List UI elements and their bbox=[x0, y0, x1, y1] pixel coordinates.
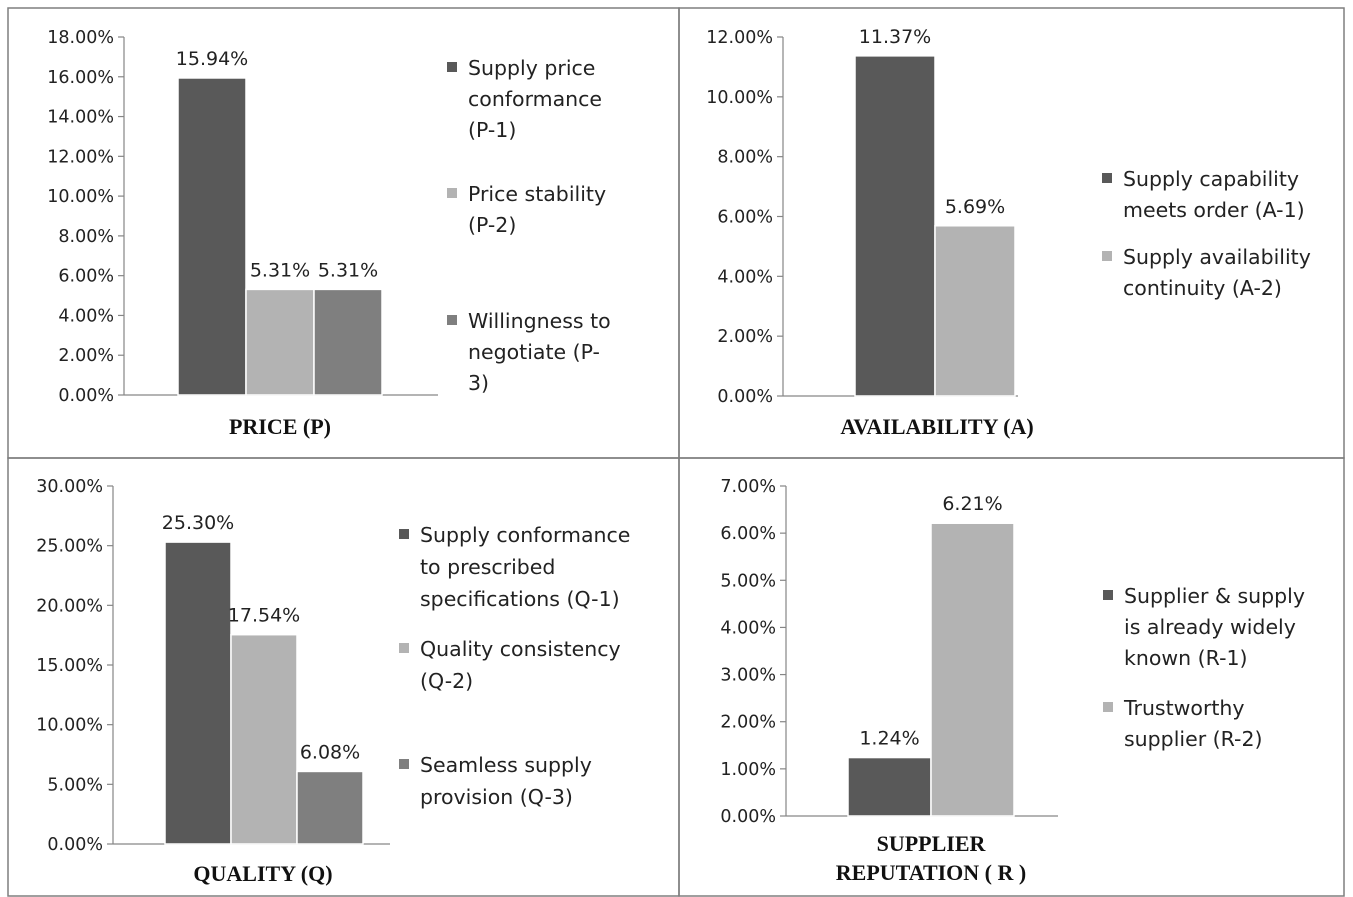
availability-y-tick-label: 4.00% bbox=[717, 267, 773, 287]
reputation-x-title: REPUTATION ( R ) bbox=[836, 860, 1026, 885]
availability-y-tick-label: 6.00% bbox=[717, 208, 773, 228]
price-y-tick-label: 12.00% bbox=[47, 147, 114, 167]
availability-legend-text-1: meets order (A-1) bbox=[1123, 198, 1305, 222]
price-y-tick-label: 14.00% bbox=[47, 108, 114, 128]
availability-y-tick-label: 10.00% bbox=[706, 88, 773, 108]
price-legend-text-1: Supply price bbox=[468, 56, 595, 80]
reputation-bar-2 bbox=[930, 522, 1015, 817]
availability-legend-text-1: Supply capability bbox=[1123, 167, 1299, 191]
price-bar-2 bbox=[245, 288, 315, 396]
quality-x-title: QUALITY (Q) bbox=[193, 861, 332, 886]
quality-legend-text-1: Supply conformance bbox=[420, 523, 630, 547]
availability-legend-text-2: Supply availability bbox=[1123, 245, 1311, 269]
reputation-legend-swatch-2 bbox=[1103, 702, 1113, 712]
availability-x-title: AVAILABILITY (A) bbox=[840, 414, 1033, 439]
quality-legend-text-1: specifications (Q-1) bbox=[420, 587, 620, 611]
price-legend-swatch-2 bbox=[447, 188, 457, 198]
price-legend-text-3: Willingness to bbox=[468, 309, 611, 333]
price-y-tick-label: 8.00% bbox=[58, 227, 114, 247]
reputation-legend-text-2: supplier (R-2) bbox=[1124, 727, 1263, 751]
price-legend-swatch-3 bbox=[447, 315, 457, 325]
price-y-tick-label: 18.00% bbox=[47, 28, 114, 48]
reputation-legend-text-1: known (R-1) bbox=[1124, 646, 1248, 670]
charts-layer: 0.00% 2.00% 4.00% 6.00% 8.00% 10.00% 12.00% 14.… bbox=[36, 26, 1311, 886]
reputation-legend-text-1: Supplier & supply bbox=[1124, 584, 1305, 608]
reputation-legend-text-1: is already widely bbox=[1124, 615, 1296, 639]
quality-data-label-1: 25.30% bbox=[162, 512, 234, 534]
price-legend-text-2: Price stability bbox=[468, 182, 606, 206]
quality-y-tick-label: 30.00% bbox=[36, 477, 103, 497]
quality-y-tick-label: 25.00% bbox=[36, 537, 103, 557]
quality-legend-text-3: provision (Q-3) bbox=[420, 785, 573, 809]
reputation-y-tick-label: 2.00% bbox=[720, 713, 776, 733]
reputation-legend-swatch-1 bbox=[1103, 590, 1113, 600]
quality-y-tick-label: 0.00% bbox=[47, 835, 103, 855]
availability-chart: 0.00% 2.00% 4.00% 6.00% 8.00% 10.00% 12.00% 11.… bbox=[706, 26, 1311, 439]
quality-legend-text-3: Seamless supply bbox=[420, 753, 592, 777]
quality-bar-3 bbox=[296, 770, 364, 845]
reputation-data-label-1: 1.24% bbox=[859, 728, 919, 750]
availability-y-tick-label: 8.00% bbox=[717, 148, 773, 168]
quality-y-tick-label: 15.00% bbox=[36, 656, 103, 676]
quality-data-label-3: 6.08% bbox=[300, 741, 360, 763]
availability-data-label-2: 5.69% bbox=[945, 196, 1005, 218]
reputation-bar-1 bbox=[847, 756, 932, 817]
availability-legend-swatch-2 bbox=[1102, 251, 1112, 261]
availability-legend-swatch-1 bbox=[1102, 173, 1112, 183]
availability-data-label-1: 11.37% bbox=[859, 26, 931, 48]
quality-y-tick-label: 5.00% bbox=[47, 775, 103, 795]
quality-chart: 0.00% 5.00% 10.00% 15.00% 20.00% 25.00% 30.00%… bbox=[36, 477, 630, 886]
quality-bar-1 bbox=[164, 541, 232, 845]
price-legend-swatch-1 bbox=[447, 62, 457, 72]
quality-data-label-2: 17.54% bbox=[228, 605, 300, 627]
reputation-y-tick-label: 5.00% bbox=[720, 571, 776, 591]
price-legend-text-3: negotiate (P- bbox=[468, 340, 600, 364]
price-y-tick-label: 6.00% bbox=[58, 267, 114, 287]
quality-bar-2 bbox=[230, 633, 298, 845]
price-y-tick-label: 2.00% bbox=[58, 346, 114, 366]
quality-legend-text-2: (Q-2) bbox=[420, 669, 473, 693]
price-y-tick-label: 4.00% bbox=[58, 306, 114, 326]
price-bar-3 bbox=[313, 288, 383, 396]
price-legend-text-3: 3) bbox=[468, 371, 489, 395]
availability-bar-1 bbox=[854, 55, 936, 397]
reputation-legend-text-2: Trustworthy bbox=[1123, 696, 1245, 720]
quality-legend-text-2: Quality consistency bbox=[420, 637, 621, 661]
quality-legend-swatch-2 bbox=[399, 643, 409, 653]
reputation-y-tick-label: 7.00% bbox=[720, 477, 776, 497]
reputation-y-tick-label: 1.00% bbox=[720, 760, 776, 780]
availability-y-tick-label: 2.00% bbox=[717, 327, 773, 347]
quality-legend-swatch-1 bbox=[399, 529, 409, 539]
price-y-tick-label: 16.00% bbox=[47, 68, 114, 88]
reputation-x-title: SUPPLIER bbox=[877, 831, 987, 856]
availability-bar-2 bbox=[934, 225, 1016, 397]
availability-legend-text-2: continuity (A-2) bbox=[1123, 276, 1282, 300]
reputation-y-tick-label: 4.00% bbox=[720, 618, 776, 638]
availability-y-tick-label: 12.00% bbox=[706, 28, 773, 48]
price-legend-text-1: conformance bbox=[468, 87, 602, 111]
price-data-label-2: 5.31% bbox=[250, 259, 310, 281]
reputation-data-label-2: 6.21% bbox=[942, 493, 1002, 515]
price-data-label-3: 5.31% bbox=[318, 259, 378, 281]
price-y-tick-label: 10.00% bbox=[47, 187, 114, 207]
quality-y-tick-label: 10.00% bbox=[36, 716, 103, 736]
price-bar-1 bbox=[177, 77, 247, 396]
price-chart: 0.00% 2.00% 4.00% 6.00% 8.00% 10.00% 12.00% 14.… bbox=[47, 28, 610, 439]
panel-frames bbox=[7, 7, 1345, 897]
quality-legend-swatch-3 bbox=[399, 759, 409, 769]
price-x-title: PRICE (P) bbox=[229, 414, 331, 439]
reputation-y-tick-label: 6.00% bbox=[720, 524, 776, 544]
reputation-y-tick-label: 0.00% bbox=[720, 807, 776, 827]
reputation-y-tick-label: 3.00% bbox=[720, 666, 776, 686]
price-legend-text-1: (P-1) bbox=[468, 118, 516, 142]
quality-legend-text-1: to prescribed bbox=[420, 555, 555, 579]
reputation-chart: 0.00% 1.00% 2.00% 3.00% 4.00% 5.00% 6.00% 7.00%… bbox=[720, 477, 1305, 885]
reputation-panel-frame bbox=[678, 457, 1345, 897]
price-data-label-1: 15.94% bbox=[176, 48, 248, 70]
quality-y-tick-label: 20.00% bbox=[36, 596, 103, 616]
availability-y-tick-label: 0.00% bbox=[717, 387, 773, 407]
price-y-tick-label: 0.00% bbox=[58, 386, 114, 406]
price-legend-text-2: (P-2) bbox=[468, 213, 516, 237]
